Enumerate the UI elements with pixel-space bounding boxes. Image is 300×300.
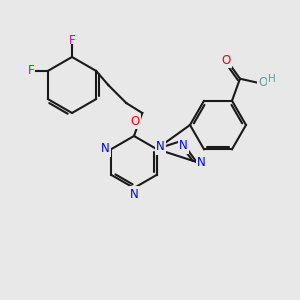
Text: O: O <box>258 76 268 89</box>
Text: N: N <box>197 155 206 169</box>
Text: O: O <box>130 115 140 128</box>
Text: N: N <box>130 188 138 200</box>
Text: F: F <box>27 64 34 77</box>
Text: O: O <box>221 54 231 67</box>
Text: H: H <box>268 74 276 84</box>
Text: N: N <box>156 140 165 154</box>
Text: F: F <box>69 34 75 46</box>
Text: N: N <box>179 140 188 152</box>
Text: N: N <box>101 142 110 155</box>
